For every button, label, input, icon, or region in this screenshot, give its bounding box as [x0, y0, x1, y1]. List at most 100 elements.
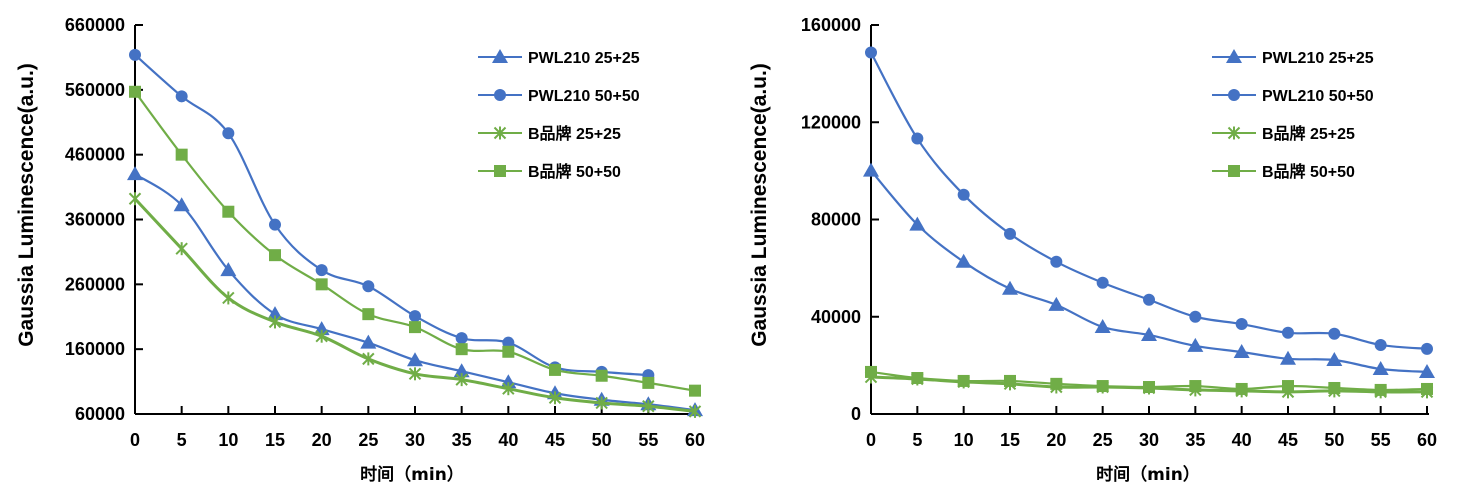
- data-point: [642, 376, 655, 389]
- data-point: [865, 46, 877, 59]
- data-point: [957, 188, 970, 201]
- data-point: [315, 278, 328, 291]
- y-tick-label: 260000: [65, 274, 125, 294]
- data-point: [175, 148, 188, 161]
- legend-item: B品牌 25+25: [478, 124, 621, 143]
- legend-label: B品牌 50+50: [528, 162, 621, 181]
- legend-label: B品牌 50+50: [1262, 162, 1355, 181]
- legend-marker: [494, 89, 506, 101]
- data-point: [222, 291, 235, 305]
- data-point: [548, 391, 562, 405]
- legend-item: PWL210 25+25: [1212, 49, 1374, 67]
- data-point: [595, 396, 608, 410]
- data-point: [549, 363, 561, 376]
- data-point: [1189, 380, 1202, 393]
- data-point: [911, 372, 924, 385]
- x-tick-label: 0: [866, 430, 876, 450]
- x-tick-label: 20: [312, 430, 332, 450]
- x-axis-title: 时间（min）: [1096, 464, 1200, 485]
- data-point: [362, 308, 375, 321]
- legend-marker: [492, 49, 508, 63]
- data-point: [955, 253, 972, 268]
- x-tick-label: 55: [638, 430, 658, 450]
- x-tick-label: 55: [1371, 430, 1391, 450]
- data-point: [128, 192, 142, 206]
- x-tick-label: 50: [1324, 430, 1344, 450]
- data-point: [129, 85, 141, 98]
- x-axis-title: 时间（min）: [360, 464, 464, 485]
- x-tick-label: 25: [1093, 430, 1113, 450]
- series-circle: [865, 46, 1433, 355]
- data-point: [1374, 383, 1387, 396]
- x-tick-label: 40: [498, 430, 518, 450]
- data-point: [502, 336, 515, 349]
- data-point: [1004, 227, 1016, 240]
- data-point: [360, 334, 377, 349]
- data-point: [1328, 381, 1341, 394]
- data-point: [1421, 342, 1433, 355]
- data-point: [1050, 255, 1063, 268]
- data-point: [1143, 381, 1155, 394]
- y-tick-label: 40000: [811, 307, 861, 327]
- data-point: [455, 332, 468, 345]
- y-tick-label: 460000: [65, 145, 125, 165]
- data-point: [409, 321, 421, 334]
- legend-marker: [1226, 49, 1242, 63]
- y-axis-title: Gaussia Luminescence(a.u.): [15, 63, 38, 347]
- data-point: [502, 345, 515, 358]
- data-point: [1372, 361, 1389, 376]
- legend-marker: [1227, 126, 1241, 140]
- data-point: [408, 367, 422, 381]
- x-tick-label: 40: [1232, 430, 1252, 450]
- data-point: [1280, 350, 1296, 365]
- data-point: [127, 166, 143, 181]
- data-point: [1328, 327, 1341, 340]
- x-tick-label: 30: [405, 430, 425, 450]
- data-point: [1094, 318, 1111, 333]
- series-asterisk: [128, 192, 702, 418]
- legend-label: PWL210 50+50: [1262, 88, 1374, 105]
- data-point: [1419, 363, 1435, 378]
- data-point: [362, 280, 375, 293]
- data-point: [1096, 276, 1109, 289]
- x-tick-label: 50: [592, 430, 612, 450]
- data-point: [1048, 296, 1065, 311]
- y-tick-label: 160000: [65, 339, 125, 359]
- data-point: [1326, 352, 1343, 367]
- legend-item: PWL210 50+50: [478, 88, 640, 105]
- data-point: [129, 48, 141, 61]
- data-point: [1282, 326, 1294, 339]
- series-line: [870, 169, 1428, 374]
- legend-item: PWL210 50+50: [1212, 88, 1374, 105]
- y-tick-label: 160000: [801, 15, 861, 35]
- legend-marker: [1228, 89, 1240, 101]
- x-tick-label: 25: [358, 430, 378, 450]
- data-point: [911, 132, 924, 145]
- data-point: [455, 373, 468, 387]
- x-tick-label: 45: [1278, 430, 1298, 450]
- legend-item: PWL210 25+25: [478, 49, 640, 67]
- y-tick-label: 560000: [65, 80, 125, 100]
- chart-left: 60000 160000 260000 360000 460000 560000 66000…: [15, 15, 705, 485]
- data-point: [502, 382, 515, 396]
- y-tick-label: 360000: [65, 210, 125, 230]
- data-point: [1374, 338, 1387, 351]
- legend-label: B品牌 25+25: [1262, 124, 1355, 143]
- x-tick-label: 35: [1185, 430, 1205, 450]
- legend-label: PWL210 25+25: [528, 50, 640, 67]
- series-square: [129, 85, 701, 397]
- data-point: [222, 205, 235, 218]
- y-axis-title: Gaussia Luminescence(a.u.): [748, 63, 771, 347]
- data-point: [865, 365, 877, 378]
- data-point: [455, 343, 468, 356]
- x-tick-label: 60: [685, 430, 705, 450]
- legend-marker: [494, 165, 506, 177]
- y-tick-label: 0: [851, 404, 861, 424]
- data-point: [1002, 280, 1018, 295]
- data-point: [175, 242, 188, 256]
- x-tick-label: 20: [1046, 430, 1066, 450]
- data-point: [315, 329, 328, 343]
- series-square: [865, 365, 1433, 396]
- data-point: [407, 352, 423, 367]
